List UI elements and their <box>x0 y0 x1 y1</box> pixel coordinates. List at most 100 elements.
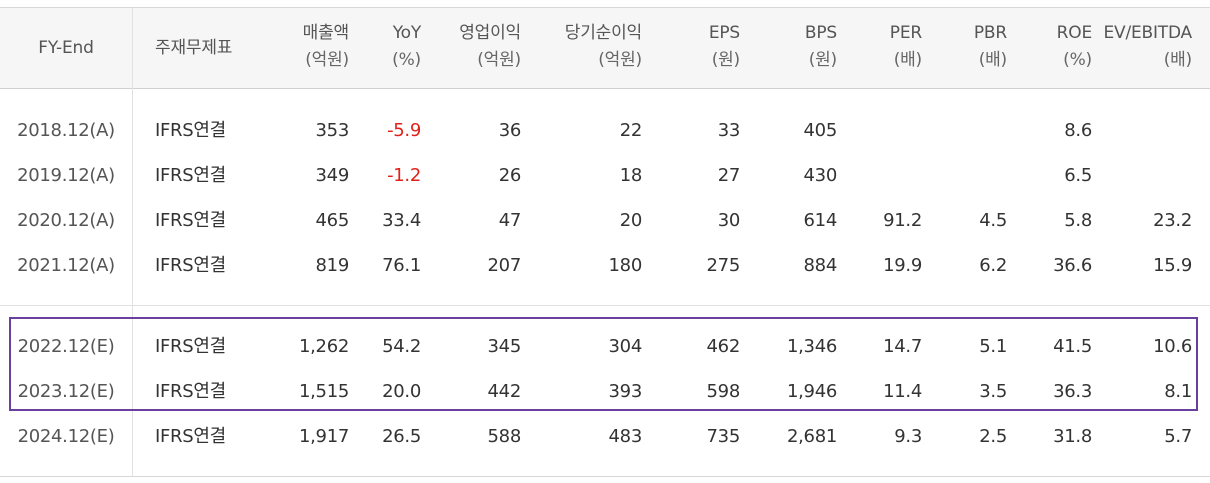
header-sales: 매출액 (억원) <box>302 23 350 70</box>
net-income-cell: 180 <box>608 255 643 276</box>
header-pbr: PBR (배) <box>973 23 1007 70</box>
op-profit-cell: 442 <box>487 381 522 402</box>
eps-cell: 598 <box>706 381 741 402</box>
roe-cell: 6.5 <box>1064 165 1092 186</box>
per-cell <box>835 153 922 198</box>
bps-cell: 884 <box>803 255 838 276</box>
basis-cell: IFRS연결 <box>155 255 226 276</box>
table-row: 2021.12(A) IFRS연결 819 76.1 207 180 275 8… <box>0 243 1210 288</box>
highlight-box <box>9 317 1198 411</box>
op-profit-cell: 36 <box>498 120 522 141</box>
per-cell: 91.2 <box>883 210 922 231</box>
sales-cell: 1,515 <box>298 381 349 402</box>
header-net-income: 당기순이익 (억원) <box>564 23 642 70</box>
op-profit-cell: 345 <box>487 336 522 357</box>
yoy-cell: 76.1 <box>382 255 421 276</box>
header-yoy: YoY (%) <box>392 23 421 70</box>
fy-cell: 2018.12(A) <box>17 120 115 141</box>
yoy-cell: 20.0 <box>382 381 421 402</box>
bps-cell: 1,346 <box>786 336 837 357</box>
bps-cell: 1,946 <box>786 381 837 402</box>
sales-cell: 1,917 <box>298 426 349 447</box>
eps-cell: 462 <box>706 336 741 357</box>
ev-ebitda-cell: 10.6 <box>1153 336 1192 357</box>
net-income-cell: 18 <box>619 165 643 186</box>
table-row: 2018.12(A) IFRS연결 353 -5.9 36 22 33 405 … <box>0 108 1210 153</box>
header-per: PER (배) <box>889 23 922 70</box>
sales-cell: 819 <box>315 255 350 276</box>
op-profit-cell: 207 <box>487 255 522 276</box>
pbr-cell: 6.2 <box>979 255 1007 276</box>
header-fy-end: FY-End <box>38 38 94 58</box>
sales-cell: 353 <box>315 120 350 141</box>
eps-cell: 30 <box>717 210 741 231</box>
roe-cell: 31.8 <box>1053 426 1092 447</box>
roe-cell: 36.3 <box>1053 381 1092 402</box>
op-profit-cell: 26 <box>498 165 522 186</box>
eps-cell: 735 <box>706 426 741 447</box>
per-cell: 9.3 <box>894 426 922 447</box>
ev-ebitda-cell <box>1090 153 1192 198</box>
eps-cell: 33 <box>717 120 741 141</box>
per-cell <box>835 108 922 153</box>
ev-ebitda-cell: 15.9 <box>1153 255 1192 276</box>
header-eps: EPS (원) <box>708 23 740 70</box>
fy-cell: 2021.12(A) <box>17 255 115 276</box>
bps-cell: 2,681 <box>786 426 837 447</box>
pbr-cell: 4.5 <box>979 210 1007 231</box>
table-top-rule <box>0 7 1210 8</box>
pbr-cell <box>920 108 1007 153</box>
fy-cell: 2022.12(E) <box>17 336 115 357</box>
table-row: 2023.12(E) IFRS연결 1,515 20.0 442 393 598… <box>0 369 1210 414</box>
pbr-cell <box>920 153 1007 198</box>
pbr-cell: 2.5 <box>979 426 1007 447</box>
roe-cell: 41.5 <box>1053 336 1092 357</box>
per-cell: 14.7 <box>883 336 922 357</box>
net-income-cell: 304 <box>608 336 643 357</box>
pbr-cell: 5.1 <box>979 336 1007 357</box>
yoy-cell: -5.9 <box>387 120 421 141</box>
fy-cell: 2023.12(E) <box>17 381 115 402</box>
table-row: 2022.12(E) IFRS연결 1,262 54.2 345 304 462… <box>0 324 1210 369</box>
ev-ebitda-cell: 23.2 <box>1153 210 1192 231</box>
table-header-background <box>0 8 1210 88</box>
header-bps: BPS (원) <box>804 23 837 70</box>
net-income-cell: 393 <box>608 381 643 402</box>
header-roe: ROE (%) <box>1056 23 1093 70</box>
basis-cell: IFRS연결 <box>155 210 226 231</box>
table-row: 2019.12(A) IFRS연결 349 -1.2 26 18 27 430 … <box>0 153 1210 198</box>
yoy-cell: -1.2 <box>387 165 421 186</box>
pbr-cell: 3.5 <box>979 381 1007 402</box>
ev-ebitda-cell: 8.1 <box>1164 381 1192 402</box>
net-income-cell: 22 <box>619 120 643 141</box>
eps-cell: 27 <box>717 165 741 186</box>
sales-cell: 465 <box>315 210 350 231</box>
per-cell: 19.9 <box>883 255 922 276</box>
bps-cell: 430 <box>803 165 838 186</box>
roe-cell: 36.6 <box>1053 255 1092 276</box>
ev-ebitda-cell: 5.7 <box>1164 426 1192 447</box>
roe-cell: 8.6 <box>1064 120 1092 141</box>
bps-cell: 614 <box>803 210 838 231</box>
table-header-rule <box>0 88 1210 89</box>
roe-cell: 5.8 <box>1064 210 1092 231</box>
table-row: 2024.12(E) IFRS연결 1,917 26.5 588 483 735… <box>0 414 1210 459</box>
op-profit-cell: 47 <box>498 210 522 231</box>
header-statement-type: 주재무제표 <box>155 38 233 58</box>
op-profit-cell: 588 <box>487 426 522 447</box>
column-divider <box>132 8 133 476</box>
sales-cell: 1,262 <box>298 336 349 357</box>
net-income-cell: 20 <box>619 210 643 231</box>
basis-cell: IFRS연결 <box>155 381 226 402</box>
forecast-group-divider <box>0 305 1210 306</box>
sales-cell: 349 <box>315 165 350 186</box>
bps-cell: 405 <box>803 120 838 141</box>
fy-cell: 2020.12(A) <box>17 210 115 231</box>
yoy-cell: 26.5 <box>382 426 421 447</box>
header-ev-ebitda: EV/EBITDA (배) <box>1103 23 1192 70</box>
basis-cell: IFRS연결 <box>155 336 226 357</box>
fy-cell: 2024.12(E) <box>17 426 115 447</box>
table-bottom-rule <box>0 476 1210 477</box>
ev-ebitda-cell <box>1090 108 1192 153</box>
